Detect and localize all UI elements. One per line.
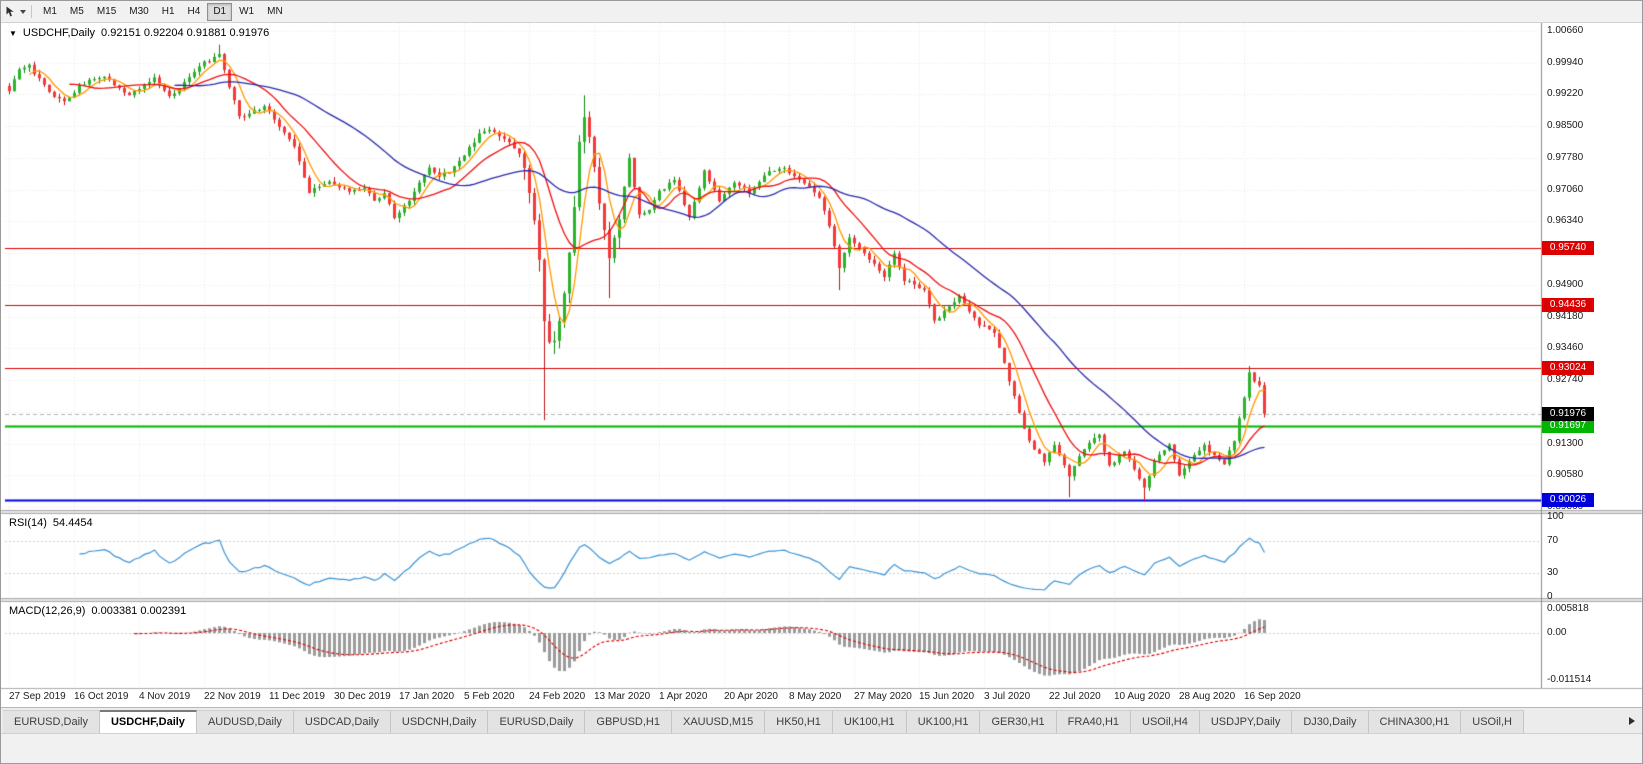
- chart-tab-gbpusd-h1[interactable]: GBPUSD,H1: [585, 710, 672, 733]
- chart-tab-audusd-daily[interactable]: AUDUSD,Daily: [196, 710, 294, 733]
- rsi-indicator-label: RSI(14) 54.4454: [9, 517, 93, 529]
- chart-tab-eurusd-daily[interactable]: EURUSD,Daily: [488, 710, 586, 733]
- rsi-value: 54.4454: [52, 517, 93, 529]
- price-axis-tick: 0.94180: [1547, 310, 1584, 322]
- timeframe-toolbar: M1 M5 M15 M30 H1 H4 D1 W1 MN: [1, 1, 1642, 23]
- date-axis-label: 27 May 2020: [854, 691, 912, 702]
- date-axis-label: 20 Apr 2020: [724, 691, 778, 702]
- price-axis-tick: 0.90580: [1547, 469, 1584, 481]
- price-axis-tick: 0.92740: [1547, 374, 1584, 386]
- macd-scale-label: 0.005818: [1547, 603, 1589, 615]
- date-axis-label: 4 Nov 2019: [139, 691, 191, 702]
- chart-tab-usoil-h[interactable]: USOil,H: [1461, 710, 1524, 733]
- cursor-tool-icon[interactable]: [5, 6, 16, 18]
- rsi-scale-label: 70: [1547, 535, 1559, 546]
- macd-scale-label: -0.011514: [1547, 674, 1592, 686]
- price-axis-tick: 0.97780: [1547, 151, 1584, 163]
- rsi-scale-label: 30: [1547, 567, 1559, 578]
- price-axis-tick: 0.99940: [1547, 56, 1584, 68]
- chevron-right-icon: [1629, 716, 1635, 725]
- price-axis-tick: 1.00660: [1547, 25, 1584, 36]
- toolbar-separator: [31, 5, 32, 18]
- date-axis-label: 10 Aug 2020: [1114, 691, 1171, 702]
- timeframe-button-m30[interactable]: M30: [129, 5, 149, 17]
- price-line-badge: 0.90026: [1542, 492, 1594, 507]
- date-axis-label: 22 Nov 2019: [204, 691, 261, 702]
- chart-tab-dj30-daily[interactable]: DJ30,Daily: [1292, 710, 1369, 733]
- date-axis-label: 3 Jul 2020: [984, 691, 1031, 702]
- chart-ohlc-values: 0.92151 0.92204 0.91881 0.91976: [101, 27, 270, 39]
- chart-symbol-period: USDCHF,Daily: [22, 27, 96, 39]
- date-axis-label: 30 Dec 2019: [334, 691, 391, 702]
- price-axis-tick: 0.94900: [1547, 278, 1584, 290]
- price-axis-badges: 0.95740 0.94436 0.93024 0.91697 0.90026 0.919…: [1541, 22, 1642, 688]
- date-axis-label: 13 Mar 2020: [594, 691, 651, 702]
- chart-tab-usoil-h4[interactable]: USOil,H4: [1131, 710, 1200, 733]
- chart-ohlc-header: ▼ USDCHF,Daily 0.92151 0.92204 0.91881 0…: [9, 27, 269, 39]
- price-axis-tick: 0.91300: [1547, 437, 1584, 449]
- chart-tab-usdcad-daily[interactable]: USDCAD,Daily: [293, 710, 391, 733]
- symbol-marker-icon[interactable]: ▼: [9, 28, 17, 38]
- tab-scroll-right-button[interactable]: [1625, 714, 1639, 727]
- price-axis-tick: 0.93460: [1547, 342, 1584, 354]
- macd-indicator-label: MACD(12,26,9) 0.003381 0.002391: [9, 605, 186, 617]
- date-axis-label: 5 Feb 2020: [464, 691, 515, 702]
- price-line-badge: 0.94436: [1542, 298, 1594, 313]
- chart-tab-fra40-h1[interactable]: FRA40,H1: [1056, 710, 1132, 733]
- timeframe-button-mn[interactable]: MN: [267, 5, 283, 17]
- timeframe-button-h1[interactable]: H1: [161, 5, 175, 17]
- price-axis-tick: 0.98500: [1547, 120, 1584, 132]
- price-line-badge: 0.91697: [1542, 419, 1594, 434]
- date-axis[interactable]: 27 Sep 2019 16 Oct 2019 4 Nov 2019 22 Nov 2…: [1, 689, 1541, 707]
- timeframe-button-m5[interactable]: M5: [69, 5, 84, 17]
- date-axis-label: 17 Jan 2020: [399, 691, 455, 702]
- date-axis-label: 11 Dec 2019: [269, 691, 325, 702]
- price-axis-tick: 0.99220: [1547, 88, 1584, 100]
- chart-tab-uk100-h1[interactable]: UK100,H1: [832, 710, 907, 733]
- chart-tab-china300-h1[interactable]: CHINA300,H1: [1368, 710, 1462, 733]
- chart-tab-usdchf-daily[interactable]: USDCHF,Daily: [99, 710, 197, 733]
- rsi-name: RSI(14): [9, 517, 47, 529]
- date-axis-label: 24 Feb 2020: [529, 691, 586, 702]
- price-line-badge: 0.93024: [1542, 360, 1594, 375]
- date-axis-label: 1 Apr 2020: [659, 691, 708, 702]
- chart-tab-usdcnh-daily[interactable]: USDCNH,Daily: [390, 710, 489, 733]
- timeframe-button-h4[interactable]: H4: [187, 5, 201, 17]
- date-axis-label: 8 May 2020: [789, 691, 842, 702]
- macd-scale-label: 0.00: [1547, 627, 1567, 638]
- timeframe-button-m15[interactable]: M15: [96, 5, 117, 17]
- price-line-badge: 0.95740: [1542, 240, 1594, 255]
- timeframe-buttons: M1 M5 M15 M30 H1 H4 D1 W1 MN: [37, 2, 289, 21]
- price-axis-tick: 0.97060: [1547, 183, 1584, 195]
- timeframe-button-d1[interactable]: D1: [207, 2, 233, 21]
- date-axis-label: 22 Jul 2020: [1049, 691, 1101, 702]
- date-axis-label: 15 Jun 2020: [919, 691, 975, 702]
- chart-tab-eurusd-daily[interactable]: EURUSD,Daily: [3, 710, 100, 733]
- rsi-scale-label: 0: [1547, 591, 1553, 602]
- timeframe-button-m1[interactable]: M1: [43, 5, 57, 17]
- date-axis-label: 28 Aug 2020: [1179, 691, 1236, 702]
- date-axis-label: 16 Oct 2019: [74, 691, 129, 702]
- chart-tab-uk100-h1[interactable]: UK100,H1: [906, 710, 981, 733]
- current-price-badge: 0.91976: [1542, 406, 1594, 421]
- chart-tab-hk50-h1[interactable]: HK50,H1: [765, 710, 833, 733]
- date-axis-label: 27 Sep 2019: [9, 691, 66, 702]
- macd-value: 0.003381 0.002391: [91, 605, 187, 617]
- timeframe-button-w1[interactable]: W1: [239, 5, 255, 17]
- chart-tab-xauusd-m15[interactable]: XAUUSD,M15: [671, 710, 766, 733]
- macd-name: MACD(12,26,9): [9, 605, 86, 617]
- status-strip: [1, 733, 1642, 763]
- chart-tab-ger30-h1[interactable]: GER30,H1: [980, 710, 1057, 733]
- rsi-scale-label: 100: [1547, 511, 1564, 522]
- date-axis-label: 16 Sep 2020: [1244, 691, 1301, 702]
- chart-tab-usdjpy-daily[interactable]: USDJPY,Daily: [1199, 710, 1293, 733]
- chart-tabs: EURUSD,Daily USDCHF,Daily AUDUSD,Daily USDC…: [1, 707, 1642, 733]
- price-axis-tick: 0.96340: [1547, 215, 1584, 227]
- toolbar-caret-icon[interactable]: [20, 9, 26, 14]
